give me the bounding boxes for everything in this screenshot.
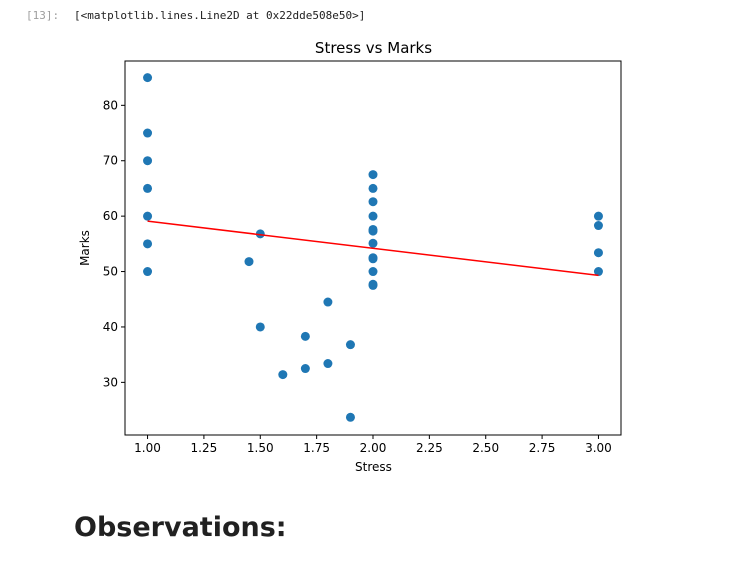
y-tick-label: 80 <box>103 98 118 112</box>
cell-output: [13]: [<matplotlib.lines.Line2D at 0x22d… <box>26 9 622 474</box>
x-tick-label: 1.75 <box>303 441 330 455</box>
scatter-point <box>143 73 153 83</box>
scatter-point <box>143 239 153 249</box>
scatter-point <box>300 331 310 341</box>
scatter-point <box>300 364 310 374</box>
scatter-point <box>368 280 378 290</box>
scatter-point <box>368 238 378 248</box>
x-tick-label: 2.00 <box>360 441 387 455</box>
x-tick-label: 2.25 <box>416 441 443 455</box>
scatter-plot: Stress vs Marks Stress Marks 1.00 1.25 1.5… <box>78 39 622 474</box>
scatter-point <box>143 267 153 277</box>
scatter-point <box>278 370 288 380</box>
scatter-point <box>244 257 254 267</box>
scatter-point <box>345 412 355 422</box>
y-tick-label: 40 <box>103 320 118 334</box>
scatter-point <box>593 211 603 221</box>
scatter-point <box>368 211 378 221</box>
scatter-point <box>368 183 378 193</box>
scatter-point <box>255 229 265 239</box>
x-tick-label: 2.75 <box>529 441 556 455</box>
y-axis-label: Marks <box>78 230 92 266</box>
regression-line <box>147 220 599 277</box>
x-axis-label: Stress <box>355 460 392 474</box>
scatter-point <box>368 170 378 180</box>
scatter-point <box>143 211 153 221</box>
scatter-point <box>143 156 153 166</box>
scatter-point <box>593 221 603 231</box>
y-tick-label: 50 <box>103 265 118 279</box>
x-tick-label: 1.00 <box>134 441 161 455</box>
scatter-point <box>323 297 333 307</box>
chart-title: Stress vs Marks <box>315 39 432 57</box>
x-tick-label: 3.00 <box>585 441 612 455</box>
scatter-point <box>593 267 603 277</box>
plot-frame <box>124 60 622 436</box>
output-text: [<matplotlib.lines.Line2D at 0x22dde508e… <box>74 9 366 22</box>
scatter-point <box>368 267 378 277</box>
y-tick-label: 30 <box>103 375 118 389</box>
y-tick-label: 60 <box>103 209 118 223</box>
scatter-point <box>368 226 378 236</box>
scatter-point <box>368 197 378 207</box>
y-tick-label: 70 <box>103 154 118 168</box>
scatter-point <box>323 359 333 369</box>
execution-prompt: [13]: <box>26 9 60 22</box>
scatter-point <box>143 183 153 193</box>
x-tick-label: 1.50 <box>247 441 274 455</box>
observations-heading: Observations: <box>74 512 287 543</box>
scatter-point <box>368 254 378 264</box>
scatter-point <box>143 128 153 138</box>
x-tick-label: 2.50 <box>472 441 499 455</box>
x-tick-label: 1.25 <box>191 441 218 455</box>
scatter-point <box>593 248 603 258</box>
scatter-point <box>345 340 355 350</box>
scatter-point <box>255 322 265 332</box>
